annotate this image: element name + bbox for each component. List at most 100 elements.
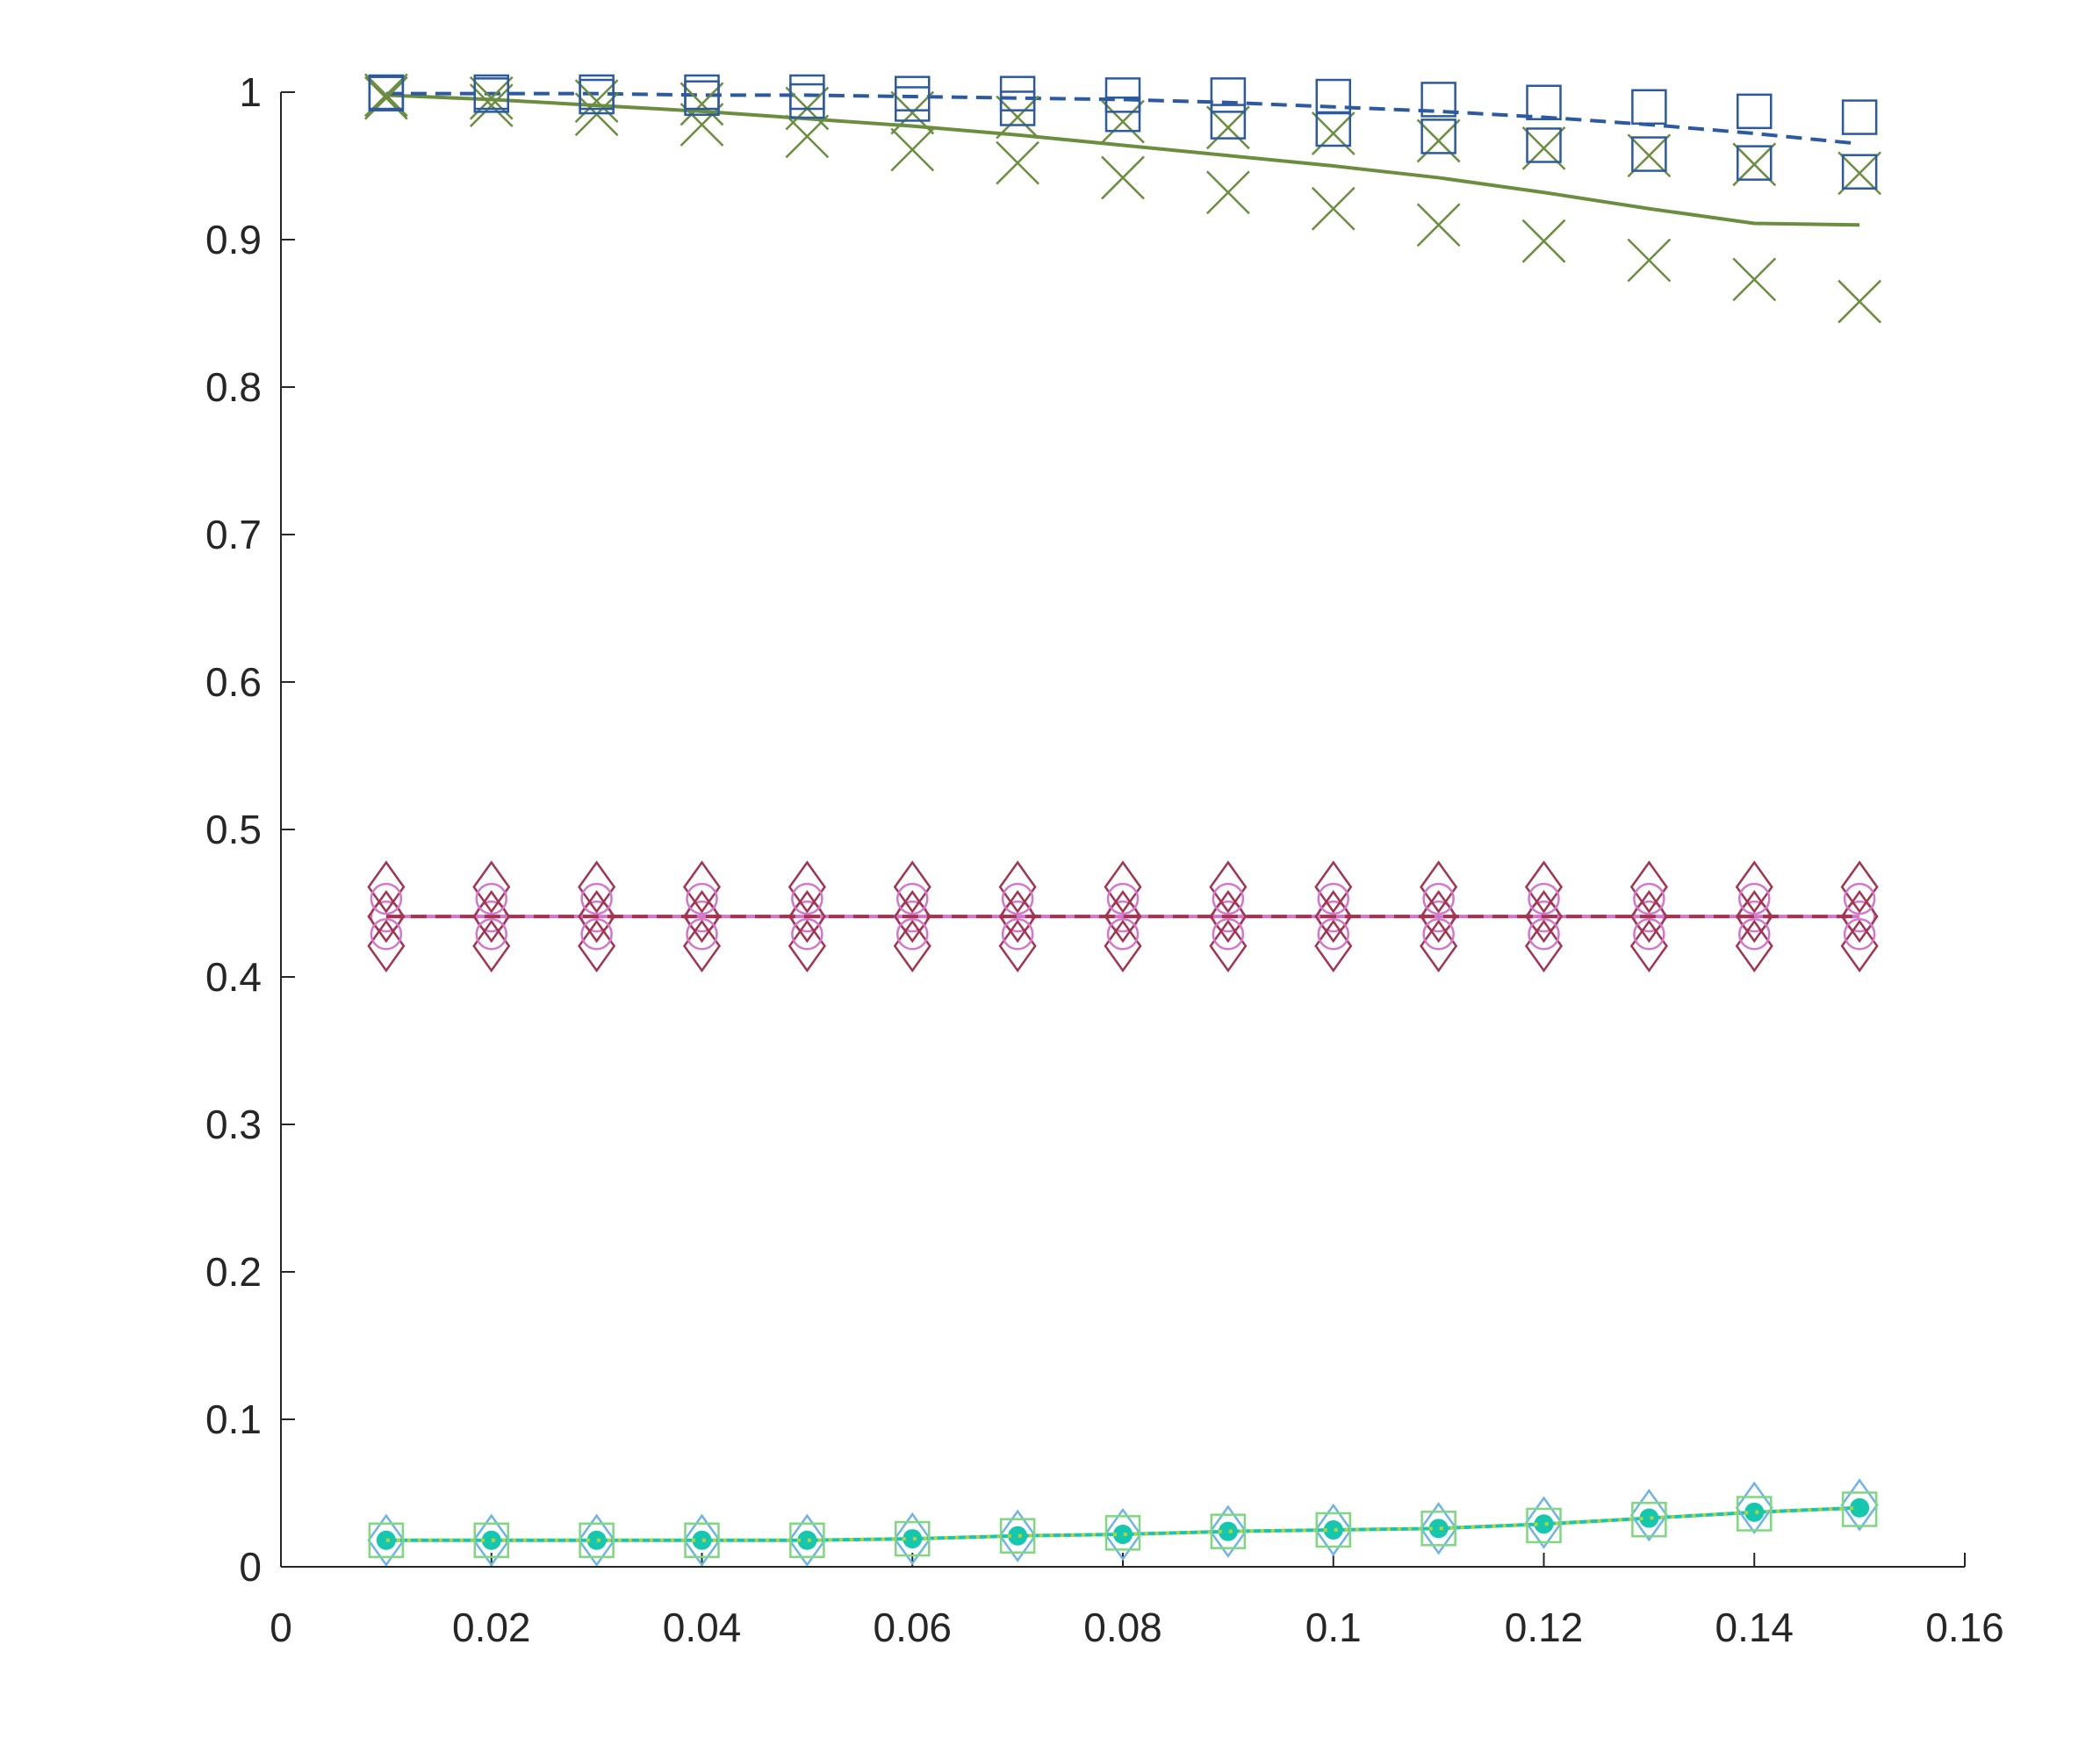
square-marker (1841, 99, 1878, 135)
diamond-marker (1735, 1481, 1773, 1534)
square-marker (684, 1522, 720, 1559)
square-marker (1210, 1513, 1247, 1549)
square-marker (1737, 1496, 1773, 1532)
square-marker (368, 75, 405, 111)
x-marker (1311, 111, 1356, 155)
circle-marker (1633, 918, 1665, 951)
y-tick-label: 1 (239, 69, 262, 115)
x-tick-label: 0 (270, 1605, 292, 1650)
diamond-marker (1104, 1507, 1142, 1562)
diamond-marker (1104, 860, 1142, 914)
diamond-marker (1629, 1489, 1668, 1542)
x-marker (469, 83, 514, 128)
series-10 (370, 882, 1876, 915)
x-marker (680, 82, 724, 126)
square-marker (1526, 1507, 1562, 1544)
series-line (385, 91, 1860, 146)
circle-marker (370, 882, 403, 915)
diamond-marker (472, 860, 511, 914)
x-marker (1205, 170, 1250, 215)
square-marker (999, 90, 1036, 126)
circle-marker (370, 918, 403, 951)
diamond-marker (1104, 919, 1142, 973)
x-marker (1416, 203, 1461, 248)
y-tick-label: 0.7 (205, 512, 262, 557)
series-8 (367, 860, 1879, 914)
square-marker (1315, 1511, 1351, 1548)
diamond-marker (472, 919, 511, 973)
circle-marker (686, 918, 718, 951)
circle-marker (580, 882, 613, 915)
diamond-marker (1209, 1504, 1248, 1558)
diamond-marker (1524, 860, 1564, 914)
diamond-marker (682, 919, 722, 973)
diamond-marker (893, 860, 931, 914)
square-marker (1420, 118, 1456, 154)
circle-marker (1843, 918, 1876, 951)
square-marker (368, 1522, 405, 1559)
x-axis-ticks: 0 0.02 0.04 0.06 0.08 0.1 0.12 0.14 0.16 (270, 1553, 2004, 1650)
circle-marker (1843, 882, 1876, 915)
circle-marker (1528, 918, 1560, 951)
x-marker (574, 79, 619, 123)
square-marker (473, 1522, 509, 1559)
square-marker (1526, 84, 1562, 121)
series-5 (368, 75, 1878, 190)
square-marker (579, 78, 615, 115)
circle-marker (791, 882, 823, 915)
x-marker (1732, 142, 1777, 187)
series-3 (363, 75, 1882, 324)
x-marker (890, 127, 935, 172)
y-tick-label: 0.9 (205, 217, 262, 262)
square-marker (1631, 136, 1667, 172)
square-marker (1631, 89, 1667, 126)
circle-marker (791, 918, 823, 951)
square-marker (1210, 77, 1247, 113)
diamond-marker (1840, 919, 1879, 973)
y-axis-ticks: 0 0.1 0.2 0.3 0.4 0.5 0.6 0.7 0.8 0.9 1 (205, 69, 295, 1590)
square-marker (895, 75, 931, 111)
series-layer (363, 73, 1882, 1567)
circle-marker (1422, 918, 1455, 951)
dot-marker (1534, 1514, 1554, 1534)
x-marker (1627, 133, 1672, 178)
series-15 (368, 1491, 1878, 1559)
y-tick-label: 0.8 (205, 364, 262, 410)
dot-marker (797, 1530, 817, 1550)
square-marker (684, 80, 720, 116)
series-9 (367, 919, 1879, 973)
square-marker (1315, 111, 1351, 147)
dot-marker (1850, 1497, 1870, 1518)
diamond-marker (1314, 860, 1353, 914)
x-tick-label: 0.02 (452, 1605, 531, 1650)
x-marker (996, 95, 1040, 140)
square-marker (579, 1522, 615, 1559)
square-marker (895, 1520, 931, 1557)
square-marker (1420, 1511, 1456, 1547)
diamond-marker (893, 919, 931, 973)
circle-marker (1212, 882, 1245, 915)
series-0 (385, 93, 1860, 227)
x-marker (1838, 151, 1882, 196)
square-marker (789, 74, 825, 111)
diamond-marker (1524, 1496, 1564, 1549)
square-marker (1841, 1491, 1878, 1527)
diamond-marker (1420, 860, 1458, 914)
dot-marker (586, 1530, 607, 1550)
x-marker (1205, 105, 1250, 150)
diamond-marker (682, 1513, 722, 1567)
circle-marker (475, 882, 507, 915)
diamond-marker (893, 1511, 931, 1566)
square-marker (895, 86, 931, 122)
diamond-marker (1209, 919, 1248, 973)
x-tick-label: 0.1 (1305, 1605, 1362, 1650)
circle-marker (686, 882, 718, 915)
series-14 (367, 1478, 1879, 1567)
diamond-marker (367, 1513, 406, 1567)
diamond-marker (367, 919, 406, 973)
diamond-marker (998, 919, 1037, 973)
dot-marker (481, 1530, 501, 1550)
diamond-marker (788, 919, 826, 973)
y-tick-label: 0.6 (205, 659, 262, 705)
dot-marker (1323, 1520, 1343, 1540)
